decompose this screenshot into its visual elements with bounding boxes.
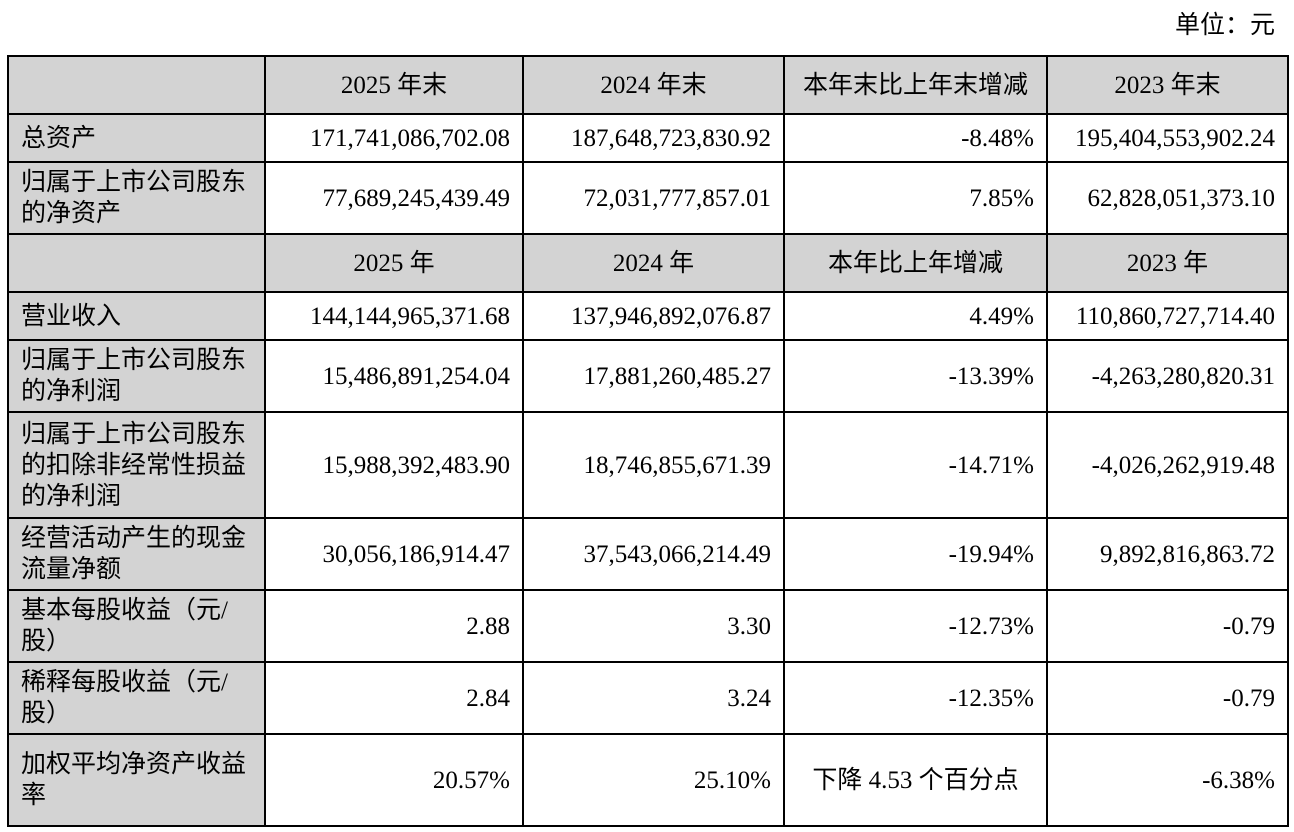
row-net-profit-deducted: 归属于上市公司股东的扣除非经常性损益的净利润 15,988,392,483.90… <box>7 411 1289 519</box>
cell-diluted-eps-2025: 2.84 <box>264 661 524 735</box>
row-weighted-roe: 加权平均净资产收益率 20.57% 25.10% 下降 4.53 个百分点 -6… <box>7 733 1289 827</box>
cell-operating-cash-flow-2025: 30,056,186,914.47 <box>264 517 524 591</box>
header-income-2023: 2023 年 <box>1046 233 1289 293</box>
cell-total-assets-2024: 187,648,723,830.92 <box>522 113 785 163</box>
cell-basic-eps-2024: 3.30 <box>522 589 785 663</box>
row-basic-eps: 基本每股收益（元/股） 2.88 3.30 -12.73% -0.79 <box>7 589 1289 663</box>
cell-weighted-roe-change: 下降 4.53 个百分点 <box>783 733 1048 827</box>
cell-net-profit-2024: 17,881,260,485.27 <box>522 339 785 413</box>
cell-net-profit-change: -13.39% <box>783 339 1048 413</box>
cell-net-profit-deducted-2025: 15,988,392,483.90 <box>264 411 524 519</box>
header-row-income: 2025 年 2024 年 本年比上年增减 2023 年 <box>7 233 1289 293</box>
row-net-profit-label: 归属于上市公司股东的净利润 <box>7 339 266 413</box>
header-income-blank <box>7 233 266 293</box>
row-basic-eps-label: 基本每股收益（元/股） <box>7 589 266 663</box>
cell-weighted-roe-2025: 20.57% <box>264 733 524 827</box>
row-diluted-eps-label: 稀释每股收益（元/股） <box>7 661 266 735</box>
header-income-2025: 2025 年 <box>264 233 524 293</box>
financial-summary-table: 2025 年末 2024 年末 本年末比上年末增减 2023 年末 总资产 17… <box>7 55 1289 827</box>
row-operating-cash-flow: 经营活动产生的现金流量净额 30,056,186,914.47 37,543,0… <box>7 517 1289 591</box>
cell-net-assets-2025: 77,689,245,439.49 <box>264 161 524 235</box>
cell-basic-eps-2023: -0.79 <box>1046 589 1289 663</box>
header-balance-blank <box>7 55 266 115</box>
cell-net-profit-deducted-2023: -4,026,262,919.48 <box>1046 411 1289 519</box>
header-balance-2023: 2023 年末 <box>1046 55 1289 115</box>
row-net-profit-deducted-label: 归属于上市公司股东的扣除非经常性损益的净利润 <box>7 411 266 519</box>
header-row-balance: 2025 年末 2024 年末 本年末比上年末增减 2023 年末 <box>7 55 1289 115</box>
unit-label: 单位：元 <box>1174 12 1275 39</box>
cell-operating-cash-flow-change: -19.94% <box>783 517 1048 591</box>
cell-weighted-roe-2024: 25.10% <box>522 733 785 827</box>
cell-diluted-eps-2024: 3.24 <box>522 661 785 735</box>
header-income-change: 本年比上年增减 <box>783 233 1048 293</box>
cell-net-assets-2024: 72,031,777,857.01 <box>522 161 785 235</box>
cell-revenue-2025: 144,144,965,371.68 <box>264 291 524 341</box>
row-revenue-label: 营业收入 <box>7 291 266 341</box>
row-diluted-eps: 稀释每股收益（元/股） 2.84 3.24 -12.35% -0.79 <box>7 661 1289 735</box>
header-income-2024: 2024 年 <box>522 233 785 293</box>
row-net-profit: 归属于上市公司股东的净利润 15,486,891,254.04 17,881,2… <box>7 339 1289 413</box>
cell-net-assets-2023: 62,828,051,373.10 <box>1046 161 1289 235</box>
cell-net-profit-deducted-change: -14.71% <box>783 411 1048 519</box>
cell-diluted-eps-2023: -0.79 <box>1046 661 1289 735</box>
row-operating-cash-flow-label: 经营活动产生的现金流量净额 <box>7 517 266 591</box>
cell-weighted-roe-2023: -6.38% <box>1046 733 1289 827</box>
header-balance-change: 本年末比上年末增减 <box>783 55 1048 115</box>
cell-operating-cash-flow-2023: 9,892,816,863.72 <box>1046 517 1289 591</box>
cell-revenue-2023: 110,860,727,714.40 <box>1046 291 1289 341</box>
cell-basic-eps-2025: 2.88 <box>264 589 524 663</box>
cell-operating-cash-flow-2024: 37,543,066,214.49 <box>522 517 785 591</box>
header-balance-2024: 2024 年末 <box>522 55 785 115</box>
cell-total-assets-2023: 195,404,553,902.24 <box>1046 113 1289 163</box>
header-balance-2025: 2025 年末 <box>264 55 524 115</box>
cell-net-profit-deducted-2024: 18,746,855,671.39 <box>522 411 785 519</box>
cell-net-assets-change: 7.85% <box>783 161 1048 235</box>
cell-revenue-2024: 137,946,892,076.87 <box>522 291 785 341</box>
row-net-assets-label: 归属于上市公司股东的净资产 <box>7 161 266 235</box>
cell-basic-eps-change: -12.73% <box>783 589 1048 663</box>
row-net-assets: 归属于上市公司股东的净资产 77,689,245,439.49 72,031,7… <box>7 161 1289 235</box>
cell-net-profit-2023: -4,263,280,820.31 <box>1046 339 1289 413</box>
row-revenue: 营业收入 144,144,965,371.68 137,946,892,076.… <box>7 291 1289 341</box>
cell-revenue-change: 4.49% <box>783 291 1048 341</box>
cell-diluted-eps-change: -12.35% <box>783 661 1048 735</box>
row-total-assets-label: 总资产 <box>7 113 266 163</box>
row-weighted-roe-label: 加权平均净资产收益率 <box>7 733 266 827</box>
cell-net-profit-2025: 15,486,891,254.04 <box>264 339 524 413</box>
cell-total-assets-2025: 171,741,086,702.08 <box>264 113 524 163</box>
row-total-assets: 总资产 171,741,086,702.08 187,648,723,830.9… <box>7 113 1289 163</box>
cell-total-assets-change: -8.48% <box>783 113 1048 163</box>
